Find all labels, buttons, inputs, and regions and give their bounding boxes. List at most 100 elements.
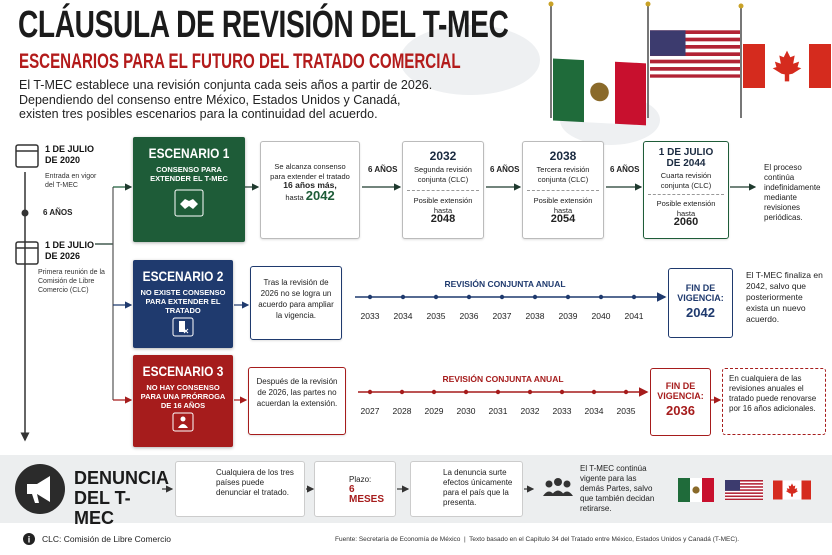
outcome: El proceso continúa indefinidamente medi… xyxy=(764,163,821,222)
step-date: 1 DE JULIO DE 2044 xyxy=(658,147,714,169)
timeline-dot xyxy=(433,294,439,300)
scenario-label: NO HAY CONSENSO PARA UNA PRÓRROGA DE 16 … xyxy=(140,383,226,410)
summary-box: Se alcanza consenso para extender el tra… xyxy=(260,141,360,239)
year-label: 2035 xyxy=(616,406,636,416)
timeline-dot xyxy=(499,294,505,300)
timeline-dot xyxy=(466,294,472,300)
year-label: 2027 xyxy=(360,406,380,416)
event-desc: Primera reunión de la Comisión de Libre … xyxy=(38,269,105,294)
step-box: 2032 Segunda revisión conjunta (CLC) Pos… xyxy=(402,141,484,239)
timeline-dot xyxy=(559,389,565,395)
subtitle: ESCENARIOS PARA EL FUTURO DEL TRATADO CO… xyxy=(19,50,461,73)
timeline-dot xyxy=(399,389,405,395)
intro: El T-MEC establece una revisión conjunta… xyxy=(19,78,432,122)
summary-prefix: hasta xyxy=(285,192,304,202)
flags-top xyxy=(548,1,831,126)
summary-year: 2042 xyxy=(305,187,335,203)
summary-box: Después de la revisión de 2026, las part… xyxy=(248,367,346,435)
timeline-dot xyxy=(631,294,637,300)
svg-text:i: i xyxy=(28,535,31,545)
outcome: En cualquiera de las revisiones anuales … xyxy=(722,368,826,435)
timeline-dot xyxy=(495,389,501,395)
summary-box: Tras la revisión de 2026 no se logra un … xyxy=(250,266,342,340)
review-label: REVISIÓN CONJUNTA ANUAL xyxy=(444,279,566,289)
handshake-icon xyxy=(174,189,204,217)
step-box: 1 DE JULIO DE 2044 Cuarta revisión conju… xyxy=(643,141,729,239)
event-date: 1 DE JULIO DE 2026 xyxy=(45,240,95,261)
year-label: 2041 xyxy=(624,311,644,321)
year-label: 2033 xyxy=(552,406,572,416)
interval: 6 AÑOS xyxy=(490,165,520,174)
event-date: 1 DE JULIO DE 2020 xyxy=(45,144,95,165)
scenario-label: CONSENSO PARA EXTENDER EL T-MEC xyxy=(150,165,228,183)
denuncia-step: La denuncia surte efectos únicamente par… xyxy=(410,461,523,517)
step-box: 2038 Tercera revisión conjunta (CLC) Pos… xyxy=(522,141,604,239)
footer-note: CLC: Comisión de Libre Comercio xyxy=(42,534,171,544)
intro-line: Dependiendo del consenso entre México, E… xyxy=(19,92,401,107)
gap-label: 6 AÑOS xyxy=(43,208,73,217)
year-label: 2030 xyxy=(456,406,476,416)
scenario-card: ESCENARIO 2 NO EXISTE CONSENSO PARA EXTE… xyxy=(133,260,233,348)
step-date: 2032 xyxy=(429,149,457,163)
step-year: 2054 xyxy=(550,213,576,225)
intro-line: existen tres posibles escenarios para la… xyxy=(19,107,378,121)
denuncia-title: DENUNCIA DEL T-MEC xyxy=(74,468,169,528)
timeline-dot xyxy=(565,294,571,300)
event-desc: Entrada en vigor del T-MEC xyxy=(45,173,97,189)
end-year: 2042 xyxy=(686,305,715,320)
denuncia-step: El T-MEC continúa vigente para las demás… xyxy=(580,464,655,513)
review-label: REVISIÓN CONJUNTA ANUAL xyxy=(442,374,564,384)
timeline-dot xyxy=(367,294,373,300)
timeline-dot xyxy=(463,389,469,395)
title: CLÁUSULA DE REVISIÓN DEL T-MEC xyxy=(18,4,509,46)
intro-line: El T-MEC establece una revisión conjunta… xyxy=(19,78,433,92)
scenario-title: ESCENARIO 1 xyxy=(148,145,230,161)
year-label: 2031 xyxy=(488,406,508,416)
year-label: 2028 xyxy=(392,406,412,416)
year-label: 2039 xyxy=(558,311,578,321)
footer-source: Fuente: Secretaría de Economía de México… xyxy=(335,536,740,543)
term-value: 6 MESES xyxy=(349,484,385,505)
scenario-card: ESCENARIO 1 CONSENSO PARA EXTENDER EL T-… xyxy=(133,137,245,242)
outcome: El T-MEC finaliza en 2042, salvo que pos… xyxy=(746,270,823,324)
year-label: 2038 xyxy=(525,311,545,321)
timeline-dot xyxy=(431,389,437,395)
denuncia-term: Plazo: 6 MESES xyxy=(314,461,396,517)
year-label: 2032 xyxy=(520,406,540,416)
end-label: FIN DE VIGENCIA: xyxy=(657,381,704,401)
year-label: 2029 xyxy=(424,406,444,416)
scenario-card: ESCENARIO 3 NO HAY CONSENSO PARA UNA PRÓ… xyxy=(133,355,233,447)
step-ext: Posible extensión hasta xyxy=(527,190,599,215)
timeline-dot xyxy=(367,389,373,395)
interval: 6 AÑOS xyxy=(368,165,398,174)
interval: 6 AÑOS xyxy=(610,165,640,174)
year-label: 2033 xyxy=(360,311,380,321)
end-year: 2036 xyxy=(666,403,695,418)
term-label: Plazo: xyxy=(349,475,372,484)
summary-text: Se alcanza consenso para extender el tra… xyxy=(270,162,350,181)
year-label: 2036 xyxy=(459,311,479,321)
step-date: 2038 xyxy=(549,149,577,163)
year-label: 2040 xyxy=(591,311,611,321)
step-year: 2060 xyxy=(673,216,699,228)
document-icon xyxy=(172,317,194,337)
timeline-dot xyxy=(623,389,629,395)
step-desc: Cuarta revisión conjunta (CLC) xyxy=(660,171,712,190)
step-year: 2048 xyxy=(430,213,456,225)
timeline-dot xyxy=(400,294,406,300)
end-box: FIN DE VIGENCIA: 2042 xyxy=(668,268,733,338)
scenario-title: ESCENARIO 3 xyxy=(142,363,224,379)
end-label: FIN DE VIGENCIA: xyxy=(677,283,724,303)
timeline-dot xyxy=(527,389,533,395)
step-ext: Posible extensión hasta xyxy=(407,190,479,215)
step-ext: Posible extensión hasta xyxy=(648,194,724,218)
timeline-dot xyxy=(591,389,597,395)
summary-bold: 16 años más, xyxy=(283,180,337,190)
scenario-title: ESCENARIO 2 xyxy=(142,268,224,284)
year-label: 2035 xyxy=(426,311,446,321)
timeline-dot xyxy=(532,294,538,300)
timeline-dot xyxy=(598,294,604,300)
step-desc: Tercera revisión conjunta (CLC) xyxy=(536,165,590,184)
year-label: 2034 xyxy=(584,406,604,416)
